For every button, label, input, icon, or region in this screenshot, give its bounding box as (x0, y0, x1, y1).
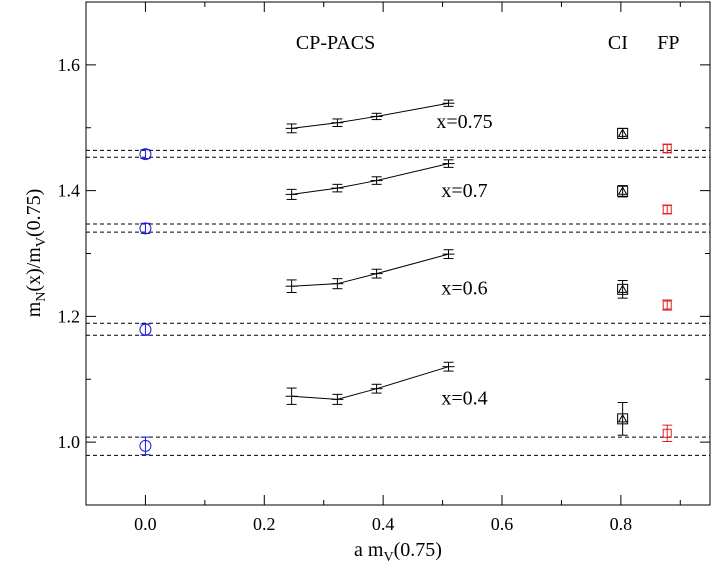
ci-point-triangle (617, 413, 628, 423)
chart-marks (86, 99, 710, 456)
chart-texts: 0.0 0.2 0.4 0.6 0.8 1.0 1.2 1.4 1.6 CP-PACS CI FP x=… (58, 32, 680, 534)
plot-frame (85, 1, 711, 506)
x-tick-label: 0.6 (491, 514, 514, 534)
chiral-point-marker (139, 222, 152, 235)
fp-point-marker (662, 300, 672, 310)
annotation-label: CP-PACS (296, 32, 375, 54)
x-tick-label: 0.2 (253, 514, 276, 534)
fp-point-marker (662, 204, 672, 214)
series-label: x=0.4 (441, 387, 487, 409)
cppacs-line (291, 366, 449, 400)
fp-point-marker (662, 428, 672, 438)
annotation-label: CI (608, 32, 628, 54)
y-tick-label: 1.4 (58, 181, 81, 201)
x-tick-label: 0.4 (372, 514, 395, 534)
series-label: x=0.6 (441, 277, 487, 299)
ci-point-triangle (617, 128, 628, 137)
axis-ticks (85, 1, 710, 506)
y-tick-label: 1.2 (58, 306, 81, 326)
ci-point-triangle (617, 284, 628, 293)
y-tick-label: 1.0 (58, 432, 81, 452)
fp-point-marker (662, 143, 672, 153)
annotation-label: FP (657, 32, 679, 54)
cppacs-line (291, 163, 449, 195)
cppacs-line (291, 102, 449, 129)
x-tick-label: 0.8 (610, 514, 633, 534)
chiral-point-marker (139, 323, 152, 336)
ci-point-triangle (617, 186, 628, 195)
chiral-point-marker (139, 148, 152, 161)
x-axis-label: a mV(0.75) (354, 539, 442, 565)
series-label: x=0.75 (436, 111, 492, 133)
cppacs-line (291, 253, 449, 287)
x-tick-label: 0.0 (134, 514, 157, 534)
y-axis-label: mN(x)/mV(0.75) (23, 189, 49, 318)
chiral-point-marker (139, 439, 152, 452)
y-tick-label: 1.6 (58, 55, 81, 75)
series-label: x=0.7 (441, 180, 487, 202)
